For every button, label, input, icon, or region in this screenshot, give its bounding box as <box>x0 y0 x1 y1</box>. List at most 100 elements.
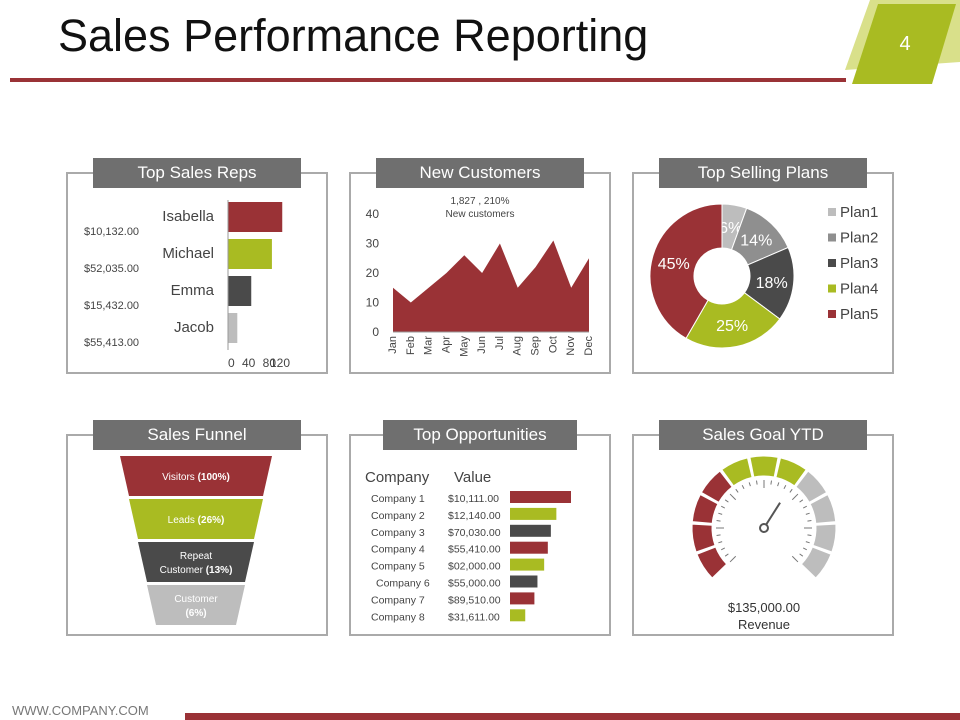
gauge-tick <box>799 553 804 557</box>
funnel-stage-name: Customer <box>160 565 206 576</box>
top-sales-reps-panel <box>66 172 328 374</box>
gauge-tick <box>729 555 737 563</box>
customers-x-tick: Feb <box>405 336 417 355</box>
plan-legend-swatch <box>828 233 836 242</box>
rep-bar <box>228 202 283 232</box>
gauge-tick <box>799 499 804 503</box>
gauge-tick <box>729 493 737 501</box>
opp-company: Company 5 <box>371 561 425 573</box>
new-customers-chart: 0 10 20 30 40 Jan Feb Mar Apr May Jun Jul Aug Sep Oct N… <box>366 196 595 357</box>
opp-amount: $70,030.00 <box>448 527 501 539</box>
funnel-stage-pct: (26%) <box>198 515 225 526</box>
funnel-stage-name: Leads <box>168 515 198 526</box>
gauge-tick <box>802 505 807 509</box>
badge-main-shape <box>852 4 956 84</box>
gauge-tick <box>718 512 723 515</box>
plan-slice-label: 25% <box>716 318 748 335</box>
funnel-stage-pct: (6%) <box>185 608 206 619</box>
opp-amount: $12,140.00 <box>448 510 501 522</box>
plan-slice-label: 45% <box>658 256 690 273</box>
plan-slice-label: 6% <box>719 220 742 237</box>
plan-slice-label: 18% <box>756 275 788 292</box>
customers-x-tick: Mar <box>423 336 435 355</box>
customers-y-tick: 30 <box>366 237 380 251</box>
page-number-badge <box>845 0 960 84</box>
funnel-stage-name: Visitors <box>162 472 197 483</box>
gauge-segment <box>691 493 719 524</box>
rep-bar <box>228 276 252 306</box>
customers-x-tick: Jul <box>494 336 506 350</box>
opp-bar <box>510 507 557 520</box>
gauge-segment <box>809 493 837 524</box>
top-opportunities-title: Top Opportunities <box>383 420 577 450</box>
rep-amount: $10,132.00 <box>84 226 139 238</box>
funnel-stage-label: Customer <box>174 594 218 605</box>
gauge-segment <box>691 523 716 553</box>
sales-funnel-title: Sales Funnel <box>93 420 301 450</box>
plan-legend-label: Plan3 <box>840 255 878 272</box>
rep-x-tick: 80 <box>263 356 277 370</box>
gauge-tick <box>805 541 810 544</box>
customers-y-tick: 0 <box>372 325 379 339</box>
gauge-tick <box>721 505 726 509</box>
opp-company: Company 8 <box>371 611 425 623</box>
opp-company: Company 3 <box>371 527 425 539</box>
opp-bar <box>510 609 526 622</box>
customers-x-tick: Jan <box>387 336 399 354</box>
page-number: 4 <box>899 33 911 55</box>
gauge-tick <box>777 482 780 487</box>
top-opportunities-panel <box>349 434 611 636</box>
opp-bar <box>510 558 545 571</box>
gauge-segment <box>775 457 807 487</box>
customers-x-tick: Sep <box>530 336 542 356</box>
gauge-tick <box>721 547 726 551</box>
opps-header-value: Value <box>454 469 491 486</box>
opp-amount: $10,111.00 <box>448 493 499 505</box>
footer-bar <box>185 713 960 720</box>
customers-y-tick: 40 <box>366 207 380 221</box>
opp-amount: $31,611.00 <box>448 611 500 623</box>
rep-bar <box>228 313 238 343</box>
plan-slice <box>685 292 781 349</box>
gauge-tick <box>741 485 745 490</box>
opp-amount: $55,410.00 <box>448 544 501 556</box>
title-divider <box>10 78 846 82</box>
customers-x-tick: Aug <box>512 336 524 356</box>
rep-x-tick: 120 <box>270 356 290 370</box>
rep-name: Emma <box>171 282 215 299</box>
new-customers-title: New Customers <box>376 158 584 188</box>
sales-goal-title: Sales Goal YTD <box>659 420 867 450</box>
customers-x-tick: Jun <box>476 336 488 354</box>
top-selling-plans-title: Top Selling Plans <box>659 158 867 188</box>
rep-name: Jacob <box>174 319 214 336</box>
new-customers-area <box>393 240 589 332</box>
gauge-label: Revenue <box>738 617 790 632</box>
plan-legend-swatch <box>828 284 836 293</box>
opp-bar <box>510 592 535 605</box>
opp-company: Company 4 <box>371 544 425 556</box>
plan-legend-swatch <box>828 310 836 318</box>
gauge-tick <box>755 480 758 485</box>
opp-bar <box>510 541 548 554</box>
gauge-tick <box>770 480 773 485</box>
customers-x-tick: May <box>458 336 470 357</box>
rep-amount: $15,432.00 <box>84 300 139 312</box>
gauge-tick <box>807 534 812 537</box>
funnel-stage <box>138 542 254 582</box>
plan-legend-label: Plan5 <box>840 306 878 323</box>
rep-x-tick: 40 <box>242 356 256 370</box>
top-sales-reps-chart: Isabella $10,132.00 Michael $52,035.00 Emma $… <box>84 200 290 370</box>
funnel-stage-label: Leads (26%) <box>168 515 225 526</box>
gauge-segment <box>700 470 733 503</box>
gauge-tick <box>791 493 799 501</box>
funnel-stage-label: Repeat <box>180 551 212 562</box>
opp-bar <box>510 524 551 537</box>
customers-x-tick: Nov <box>565 336 577 356</box>
gauge-tick <box>748 482 751 487</box>
funnel-stage-pct: (13%) <box>206 565 233 576</box>
gauge-tick <box>724 553 729 557</box>
customers-y-tick: 20 <box>366 266 380 280</box>
page-title: Sales Performance Reporting <box>58 10 649 61</box>
gauge-tick <box>716 519 721 522</box>
gauge-segment <box>749 455 779 478</box>
